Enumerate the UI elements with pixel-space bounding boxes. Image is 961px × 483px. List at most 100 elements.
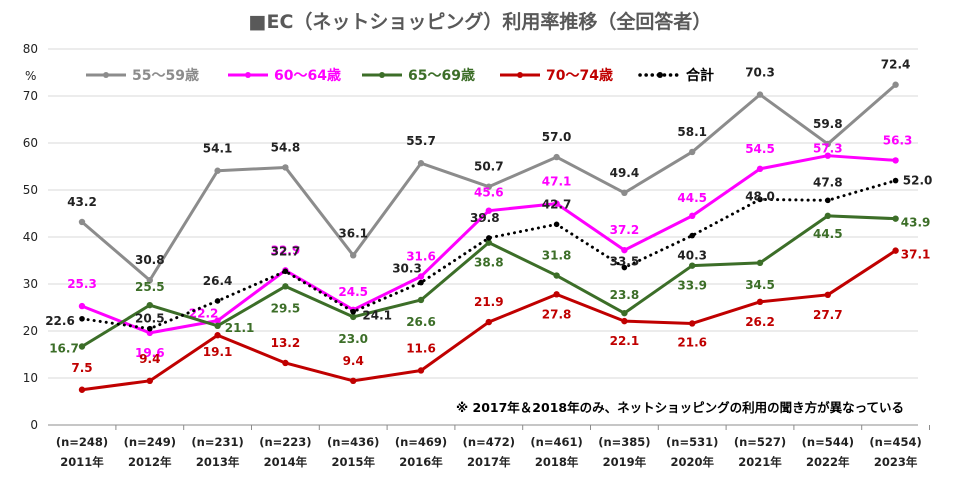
data-label: 31.6: [406, 249, 436, 263]
x-sample-size-label: (n=223): [259, 435, 311, 449]
data-label: 20.5: [135, 312, 165, 326]
data-point: [756, 91, 764, 98]
data-point: [621, 246, 628, 254]
series-5: 22.6 20.5 26.4 32.7 24.1 30.3 39.8 42.7 33.5 40.3…: [45, 174, 932, 332]
data-point: [892, 177, 899, 184]
data-label: 30.3: [392, 262, 422, 276]
y-tick-label: 30: [23, 277, 38, 291]
data-label: 23.0: [338, 332, 368, 346]
x-category-label: 2022年: [806, 455, 850, 469]
data-label: 37.1: [901, 248, 931, 262]
data-label: 47.1: [542, 175, 572, 189]
data-label: 44.5: [813, 227, 843, 241]
data-point: [689, 212, 696, 220]
x-category-label: 2015年: [331, 455, 375, 469]
legend-marker: [103, 72, 109, 78]
x-category-label: 2017年: [467, 455, 511, 469]
data-point: [824, 140, 831, 148]
data-point: [282, 283, 289, 290]
data-label: 70.3: [745, 66, 775, 80]
data-point: [214, 322, 221, 330]
data-point: [282, 164, 289, 171]
legend-marker: [379, 72, 385, 78]
data-point: [214, 332, 221, 339]
data-point: [350, 377, 357, 385]
data-label: 56.3: [883, 133, 913, 147]
x-sample-size-label: (n=454): [869, 435, 921, 449]
y-tick-label: 40: [23, 230, 38, 244]
data-label: 29.5: [271, 301, 301, 315]
data-point: [418, 279, 424, 286]
legend-item: 65～69歳: [362, 67, 475, 84]
data-point: [146, 377, 153, 385]
data-point: [621, 309, 628, 317]
data-label: 48.0: [745, 189, 775, 203]
x-sample-size-label: (n=461): [530, 435, 582, 449]
gridlines: [48, 48, 918, 426]
x-category-label: 2013年: [196, 455, 240, 469]
x-category-label: 2016年: [399, 455, 443, 469]
data-point: [553, 200, 560, 207]
legend-label: 70～74歳: [546, 67, 613, 84]
data-point: [417, 296, 425, 304]
data-point: [485, 207, 492, 214]
data-label: 44.5: [677, 191, 707, 205]
data-point: [553, 291, 560, 298]
x-sample-size-label: (n=436): [327, 435, 379, 449]
x-sample-size-label: (n=527): [734, 435, 786, 449]
data-label: 13.2: [271, 336, 301, 350]
data-point: [757, 196, 763, 203]
y-tick-label: 50: [23, 183, 38, 197]
data-label: 27.8: [542, 307, 572, 321]
data-label: 21.1: [225, 321, 255, 335]
data-point: [756, 259, 764, 267]
data-label: 59.8: [813, 117, 843, 131]
data-point: [417, 367, 425, 374]
y-tick-label: 60: [23, 136, 38, 150]
data-point: [146, 277, 153, 284]
data-label: 25.3: [67, 277, 97, 291]
legend-item: 55～59歳: [86, 67, 199, 84]
legend-marker: [245, 72, 251, 78]
x-category-label: 2012年: [128, 455, 172, 469]
data-label: 32.7: [271, 244, 301, 258]
data-label: 9.4: [343, 354, 364, 368]
data-label: 34.5: [745, 278, 775, 292]
data-label: 38.8: [474, 256, 504, 270]
data-label: 25.5: [135, 280, 165, 294]
data-point: [621, 264, 628, 271]
x-category-label: 2011年: [60, 455, 104, 469]
data-label: 58.1: [677, 125, 707, 139]
series-4: 7.5 9.4 19.1 13.2 9.4 11.6 21.9 27.8 22.1 21.6 26.…: [71, 247, 930, 393]
data-point: [485, 239, 492, 246]
data-point: [417, 160, 425, 167]
x-category-label: 2020年: [670, 455, 714, 469]
data-label: 33.9: [677, 279, 707, 293]
data-point: [621, 317, 628, 325]
x-sample-size-label: (n=385): [598, 435, 650, 449]
x-category-label: 2019年: [603, 455, 647, 469]
series-line: [81, 83, 897, 282]
data-point: [485, 318, 492, 326]
data-label: 43.9: [901, 216, 931, 230]
data-point: [417, 273, 425, 280]
data-point: [214, 317, 221, 324]
data-label: 45.6: [474, 186, 504, 200]
data-label: 7.5: [71, 361, 92, 375]
x-sample-size-label: (n=231): [191, 435, 243, 449]
data-point: [78, 218, 86, 226]
data-point: [824, 212, 831, 220]
chart-title: ■EC（ネットショッピング）利用率推移（全回答者）: [249, 10, 712, 33]
data-point: [689, 262, 696, 269]
data-point: [78, 386, 86, 393]
series-group: 43.2 30.8 54.1 54.8 36.1 55.7 50.7 57.0 49.4 58.1…: [45, 58, 932, 393]
legend-marker: [517, 72, 523, 78]
x-sample-size-label: (n=469): [395, 435, 447, 449]
data-label: 36.1: [338, 226, 368, 240]
data-label: 39.8: [470, 211, 500, 225]
x-category-label: 2014年: [264, 455, 308, 469]
data-point: [892, 215, 899, 222]
data-label: 55.7: [406, 134, 436, 148]
chart-note: ※ 2017年＆2018年のみ、ネットショッピングの利用の聞き方が異なっている: [456, 400, 904, 415]
data-point: [147, 325, 153, 332]
